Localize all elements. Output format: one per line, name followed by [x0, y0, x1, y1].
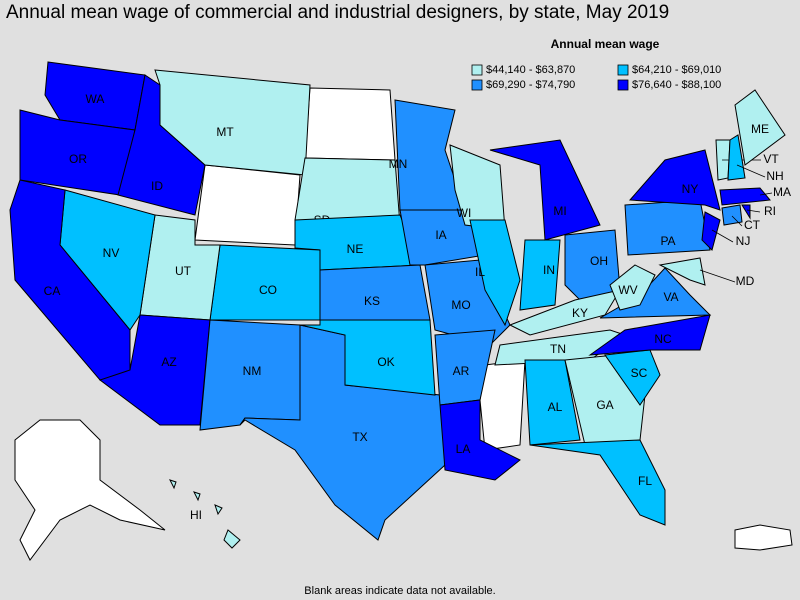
legend-swatch — [471, 79, 483, 91]
state-label: WV — [618, 283, 637, 297]
legend-title: Annual mean wage — [551, 37, 660, 51]
state — [727, 134, 746, 181]
state-label: UT — [175, 264, 192, 278]
state-label: ID — [151, 179, 163, 193]
state-label: PA — [660, 234, 675, 248]
state — [519, 239, 561, 311]
legend-label: $64,210 - $69,010 — [632, 64, 721, 76]
state-label: WI — [457, 206, 472, 220]
state-blank — [304, 87, 396, 161]
state-label: SC — [631, 366, 648, 380]
state-label: OK — [377, 355, 394, 369]
leader-line — [731, 215, 743, 227]
state — [193, 491, 201, 502]
state — [628, 149, 721, 211]
state-blank — [14, 419, 166, 561]
state-label: OH — [590, 254, 608, 268]
state-label: VA — [663, 290, 678, 304]
map-title: Annual mean wage of commercial and indus… — [6, 2, 669, 23]
state — [439, 399, 521, 481]
state-label: CT — [744, 218, 761, 232]
legend-label: $44,140 - $63,870 — [486, 64, 575, 76]
state — [223, 529, 241, 549]
state — [734, 89, 786, 166]
state-label: CA — [44, 284, 61, 298]
state-label: ME — [751, 122, 769, 136]
state-label: HI — [190, 508, 202, 522]
state-label: AR — [453, 364, 470, 378]
leader-line — [746, 209, 761, 213]
state-label: WA — [86, 92, 105, 106]
state-label: IL — [475, 265, 485, 279]
state — [701, 211, 721, 251]
state-label: CO — [259, 283, 277, 297]
state-label: KS — [364, 294, 380, 308]
state — [508, 289, 622, 336]
state-label: NH — [766, 169, 783, 183]
state-label: KY — [572, 306, 588, 320]
state — [469, 219, 521, 327]
state-label: GA — [596, 398, 613, 412]
legend-label: $69,290 - $74,790 — [486, 79, 575, 91]
state — [529, 439, 666, 526]
state — [524, 359, 581, 446]
state — [588, 314, 711, 356]
leader-line — [699, 269, 736, 283]
state — [489, 139, 601, 241]
states: WAORIDMTSDNECOUTNVCAAZNMTXOKKSMNIAMOARLA… — [9, 61, 793, 561]
state-label: MA — [773, 185, 791, 199]
state-label: MO — [451, 298, 470, 312]
state — [658, 257, 706, 286]
state-label: FL — [638, 474, 652, 488]
state-label: AZ — [161, 355, 176, 369]
leader-line — [736, 164, 766, 178]
state-label: NM — [243, 364, 262, 378]
state-label: RI — [764, 204, 776, 218]
legend-label: $76,640 - $88,100 — [632, 79, 721, 91]
state-label: NC — [654, 332, 672, 346]
state-label: MI — [553, 204, 566, 218]
state-label: NE — [347, 242, 364, 256]
state — [214, 504, 223, 516]
leader-line — [711, 229, 734, 243]
state — [399, 209, 486, 266]
legend-swatch — [617, 64, 629, 76]
state — [719, 187, 771, 206]
state — [299, 319, 436, 396]
state-blank — [479, 359, 526, 451]
state-label: MD — [736, 274, 755, 288]
footnote: Blank areas indicate data not available. — [304, 585, 495, 597]
leader-line — [759, 192, 773, 196]
state-label: MT — [216, 125, 234, 139]
state — [609, 264, 656, 311]
state-label: OR — [69, 152, 87, 166]
state-label: NY — [682, 182, 699, 196]
state — [294, 157, 401, 226]
state-label: IA — [435, 228, 446, 242]
state — [154, 69, 311, 176]
legend-swatch — [471, 64, 483, 76]
state-label: LA — [456, 442, 471, 456]
state-label: NJ — [736, 234, 751, 248]
state-label: MN — [389, 157, 408, 171]
territory-blank — [734, 524, 793, 551]
state-label: TN — [550, 342, 566, 356]
legend: $44,140 - $63,870 $64,210 - $69,010 $69,29… — [471, 64, 721, 91]
legend-swatch — [617, 79, 629, 91]
state — [721, 204, 743, 226]
state-label: IN — [543, 263, 555, 277]
state-label: NV — [103, 246, 120, 260]
state — [741, 204, 751, 220]
state-label: AL — [548, 400, 563, 414]
state — [169, 479, 177, 490]
state-label: TX — [352, 430, 367, 444]
state-label: VT — [763, 152, 779, 166]
state-blank — [194, 164, 301, 246]
state — [319, 264, 431, 321]
